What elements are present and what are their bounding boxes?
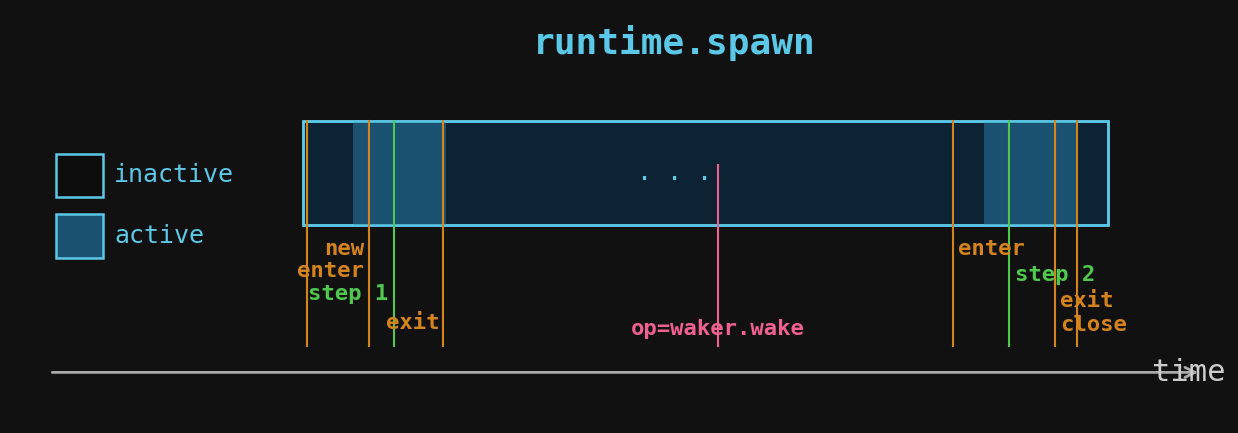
Bar — [56, 214, 103, 258]
Text: runtime.spawn: runtime.spawn — [534, 25, 816, 61]
Bar — [303, 121, 1108, 225]
Text: step 1: step 1 — [308, 284, 389, 304]
Text: close: close — [1060, 315, 1127, 335]
Bar — [353, 121, 446, 225]
Text: enter: enter — [958, 239, 1025, 259]
Text: new: new — [324, 239, 364, 259]
Text: exit: exit — [1060, 291, 1113, 311]
Text: op=waker.wake: op=waker.wake — [631, 319, 805, 339]
Text: active: active — [114, 224, 204, 248]
Bar — [303, 121, 1108, 225]
Text: enter: enter — [297, 261, 364, 281]
Text: inactive: inactive — [114, 163, 234, 187]
Bar — [984, 121, 1077, 225]
Text: exit: exit — [386, 313, 439, 333]
Text: step 2: step 2 — [1015, 265, 1096, 285]
Text: . . .: . . . — [638, 161, 712, 185]
Bar — [56, 154, 103, 197]
Text: time: time — [1153, 358, 1226, 387]
